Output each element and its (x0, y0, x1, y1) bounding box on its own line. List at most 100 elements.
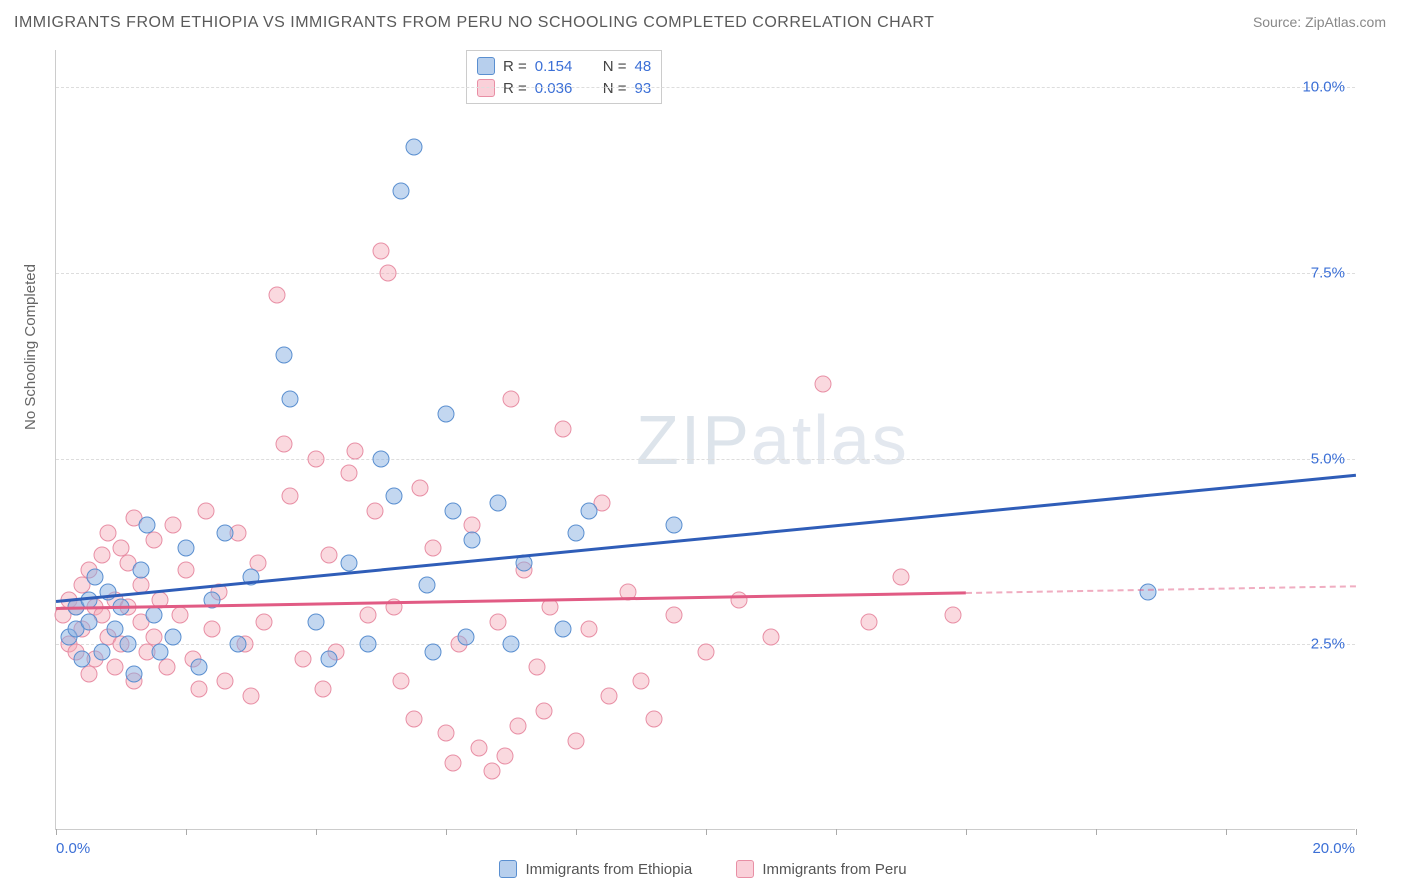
x-tick-label-max: 20.0% (1312, 840, 1355, 857)
legend-label-ethiopia: Immigrants from Ethiopia (525, 861, 692, 878)
scatter-point (217, 673, 234, 690)
scatter-point (464, 532, 481, 549)
trend-line-extrapolated (966, 585, 1356, 594)
scatter-point (295, 651, 312, 668)
scatter-point (665, 517, 682, 534)
scatter-point (483, 762, 500, 779)
scatter-point (152, 643, 169, 660)
scatter-point (542, 599, 559, 616)
scatter-point (815, 376, 832, 393)
gridline (56, 459, 1355, 460)
scatter-point (392, 673, 409, 690)
n-label: N = (603, 58, 627, 75)
y-tick-label: 2.5% (1311, 636, 1345, 653)
chart-title: IMMIGRANTS FROM ETHIOPIA VS IMMIGRANTS F… (14, 14, 934, 32)
scatter-point (418, 576, 435, 593)
scatter-point (360, 636, 377, 653)
r-value-ethiopia: 0.154 (535, 58, 585, 75)
trend-line (56, 592, 966, 610)
scatter-point (529, 658, 546, 675)
scatter-point (698, 643, 715, 660)
scatter-point (490, 495, 507, 512)
scatter-point (230, 636, 247, 653)
x-tick (316, 829, 317, 835)
scatter-point (171, 606, 188, 623)
scatter-point (470, 740, 487, 757)
scatter-point (80, 666, 97, 683)
scatter-point (197, 502, 214, 519)
scatter-point (438, 725, 455, 742)
scatter-point (860, 614, 877, 631)
scatter-point (308, 614, 325, 631)
scatter-point (321, 547, 338, 564)
scatter-point (282, 487, 299, 504)
scatter-point (665, 606, 682, 623)
scatter-point (444, 502, 461, 519)
scatter-point (93, 547, 110, 564)
scatter-point (165, 517, 182, 534)
scatter-point (191, 658, 208, 675)
scatter-point (106, 658, 123, 675)
gridline (56, 87, 1355, 88)
scatter-point (126, 666, 143, 683)
legend-label-peru: Immigrants from Peru (762, 861, 906, 878)
scatter-point (243, 688, 260, 705)
scatter-point (763, 628, 780, 645)
x-tick (446, 829, 447, 835)
scatter-point (321, 651, 338, 668)
x-tick (1356, 829, 1357, 835)
scatter-point (945, 606, 962, 623)
scatter-point (100, 524, 117, 541)
scatter-point (100, 584, 117, 601)
scatter-point (158, 658, 175, 675)
scatter-point (503, 636, 520, 653)
watermark-bold: ZIP (636, 401, 751, 479)
x-tick (836, 829, 837, 835)
scatter-point (379, 264, 396, 281)
watermark-thin: atlas (751, 401, 909, 479)
scatter-point (457, 628, 474, 645)
scatter-point (1140, 584, 1157, 601)
scatter-point (438, 406, 455, 423)
scatter-point (191, 680, 208, 697)
legend-item-ethiopia: Immigrants from Ethiopia (499, 860, 692, 878)
scatter-point (568, 732, 585, 749)
scatter-point (581, 621, 598, 638)
source-citation: Source: ZipAtlas.com (1253, 14, 1386, 30)
y-tick-label: 5.0% (1311, 450, 1345, 467)
source-value: ZipAtlas.com (1305, 14, 1386, 30)
scatter-point (178, 562, 195, 579)
scatter-point (373, 242, 390, 259)
x-tick (186, 829, 187, 835)
legend-item-peru: Immigrants from Peru (736, 860, 906, 878)
scatter-point (392, 183, 409, 200)
series-legend: Immigrants from Ethiopia Immigrants from… (0, 860, 1406, 882)
gridline (56, 273, 1355, 274)
x-tick-label-min: 0.0% (56, 840, 90, 857)
trend-line (56, 473, 1356, 602)
source-label: Source: (1253, 14, 1305, 30)
scatter-point (633, 673, 650, 690)
scatter-point (412, 480, 429, 497)
scatter-point (308, 450, 325, 467)
scatter-point (275, 435, 292, 452)
watermark-logo: ZIPatlas (636, 400, 909, 480)
scatter-point (282, 391, 299, 408)
scatter-point (490, 614, 507, 631)
scatter-point (106, 621, 123, 638)
scatter-point (405, 138, 422, 155)
scatter-point (145, 532, 162, 549)
correlation-legend: R = 0.154 N = 48 R = 0.036 N = 93 (466, 50, 662, 104)
x-tick (576, 829, 577, 835)
scatter-point (405, 710, 422, 727)
swatch-pink-icon (736, 860, 754, 878)
scatter-point (347, 443, 364, 460)
scatter-point (256, 614, 273, 631)
scatter-point (80, 614, 97, 631)
x-tick (706, 829, 707, 835)
scatter-point (730, 591, 747, 608)
scatter-point (646, 710, 663, 727)
scatter-point (340, 554, 357, 571)
scatter-point (496, 747, 513, 764)
scatter-point (503, 391, 520, 408)
